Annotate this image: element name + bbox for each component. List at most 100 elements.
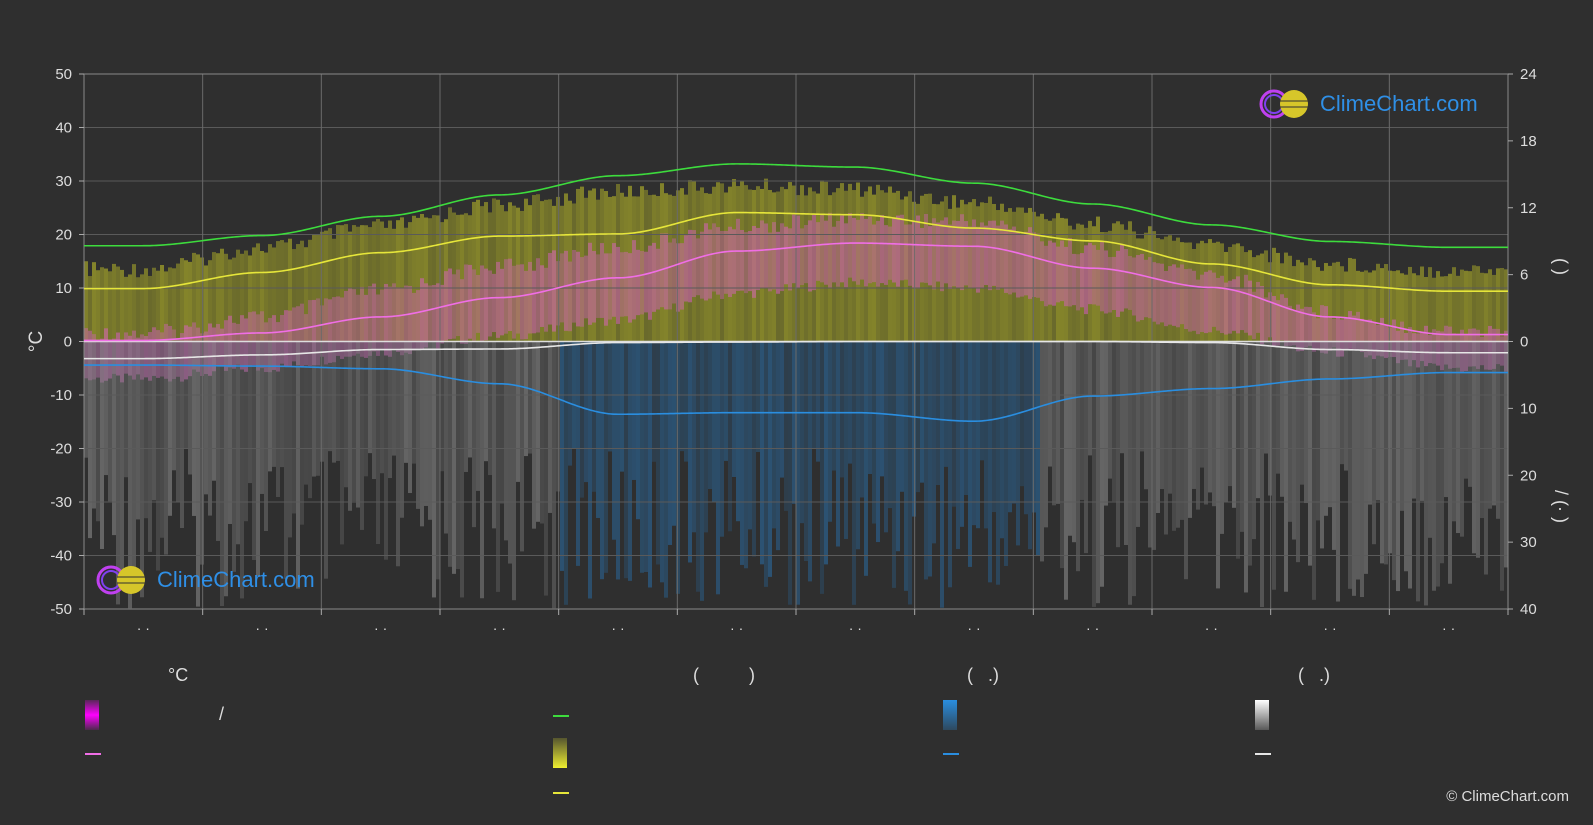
sunshine-band (1104, 231, 1108, 342)
rain-band (868, 341, 872, 475)
snow-band (1040, 341, 1044, 562)
temperature-band (800, 228, 804, 286)
snow-band (396, 341, 400, 567)
month-tick-label: · · (1205, 620, 1218, 636)
temperature-band (1000, 220, 1004, 289)
temperature-band (656, 248, 660, 310)
snow-band (472, 341, 476, 528)
temperature-band (404, 285, 408, 353)
rain-band (692, 341, 696, 533)
temperature-band (352, 289, 356, 356)
sunshine-band (732, 179, 736, 342)
sunshine-band (1220, 243, 1224, 342)
sunshine-band (524, 198, 528, 342)
sunshine-band (268, 244, 272, 342)
rain-band (580, 341, 584, 498)
sunshine-band (280, 240, 284, 342)
sunshine-band (352, 225, 356, 342)
temperature-band (428, 285, 432, 342)
temperature-band (1108, 257, 1112, 313)
temperature-band (788, 228, 792, 291)
sunshine-band (396, 220, 400, 342)
rain-band (932, 341, 936, 544)
temperature-band (1448, 326, 1452, 369)
sunshine-band (1256, 255, 1260, 342)
snow-band (540, 341, 544, 524)
snow-band (1288, 341, 1292, 522)
snow-band (400, 341, 404, 518)
sunshine-band (488, 212, 492, 342)
temperature-band (1208, 270, 1212, 333)
rain-band (584, 341, 588, 483)
sunshine-band (1132, 231, 1136, 342)
rain-band (992, 341, 996, 513)
temperature-band (1128, 256, 1132, 310)
temperature-band (1168, 266, 1172, 325)
rain-band (948, 341, 952, 588)
sunshine-band (1472, 265, 1476, 342)
rain-band (608, 341, 612, 452)
temperature-band (524, 270, 528, 340)
snow-band (1072, 341, 1076, 543)
temperature-band (768, 232, 772, 292)
rain-band (1020, 341, 1024, 487)
snow-band (416, 341, 420, 509)
snow-band (312, 341, 316, 477)
sunshine-band (1332, 262, 1336, 342)
month-tick-label: · · (611, 620, 624, 636)
snow-band (252, 341, 256, 561)
temperature-band (604, 253, 608, 326)
snow-band (1108, 341, 1112, 479)
sunshine-band (428, 218, 432, 342)
temperature-band (108, 341, 112, 379)
snow-band (1232, 341, 1236, 508)
left-tick-label: -10 (50, 387, 72, 404)
sunshine-band (160, 265, 164, 342)
snow-band (1468, 341, 1472, 487)
sunshine-band (884, 192, 888, 342)
sunshine-band (400, 217, 404, 342)
temperature-band (492, 273, 496, 333)
sunshine-band (1408, 266, 1412, 342)
snow-band (356, 341, 360, 508)
sunshine-band (520, 210, 524, 342)
series-line-sunshine (84, 211, 1508, 293)
snow-band (1180, 341, 1184, 520)
snow-band (84, 341, 88, 458)
rain-band (984, 341, 988, 529)
snow-band (1356, 341, 1360, 580)
temperature-band (708, 229, 712, 299)
sunshine-band (148, 275, 152, 342)
sunshine-band (252, 247, 256, 342)
snow-band (284, 341, 288, 579)
temperature-band (1308, 307, 1312, 346)
sunshine-band (1192, 249, 1196, 342)
sunshine-band (1252, 257, 1256, 342)
temperature-band (328, 299, 332, 363)
temperature-band (1300, 308, 1304, 351)
left-tick-label: 30 (55, 173, 72, 190)
sunshine-band (568, 200, 572, 342)
snow-band (1140, 341, 1144, 452)
temperature-band (1132, 257, 1136, 316)
temperature-band (984, 225, 988, 286)
snow-band (1220, 341, 1224, 534)
logo-bottom: ClimeChart.com (95, 564, 315, 596)
temperature-band (684, 235, 688, 302)
sunshine-band (1200, 240, 1204, 342)
rain-band (840, 341, 844, 478)
sunshine-band (404, 227, 408, 342)
temperature-band (332, 297, 336, 363)
rain-band (776, 341, 780, 551)
sunshine-band (1152, 231, 1156, 342)
sunshine-band (848, 183, 852, 342)
sunshine-band (556, 196, 560, 342)
temperature-band (856, 219, 860, 285)
sunshine-band (436, 215, 440, 342)
sunshine-band (1396, 270, 1400, 342)
sunshine-band (1008, 208, 1012, 342)
temperature-band (880, 215, 884, 284)
left-tick-label: -30 (50, 494, 72, 511)
month-tick-label: · · (849, 620, 862, 636)
temperature-band (124, 332, 128, 374)
